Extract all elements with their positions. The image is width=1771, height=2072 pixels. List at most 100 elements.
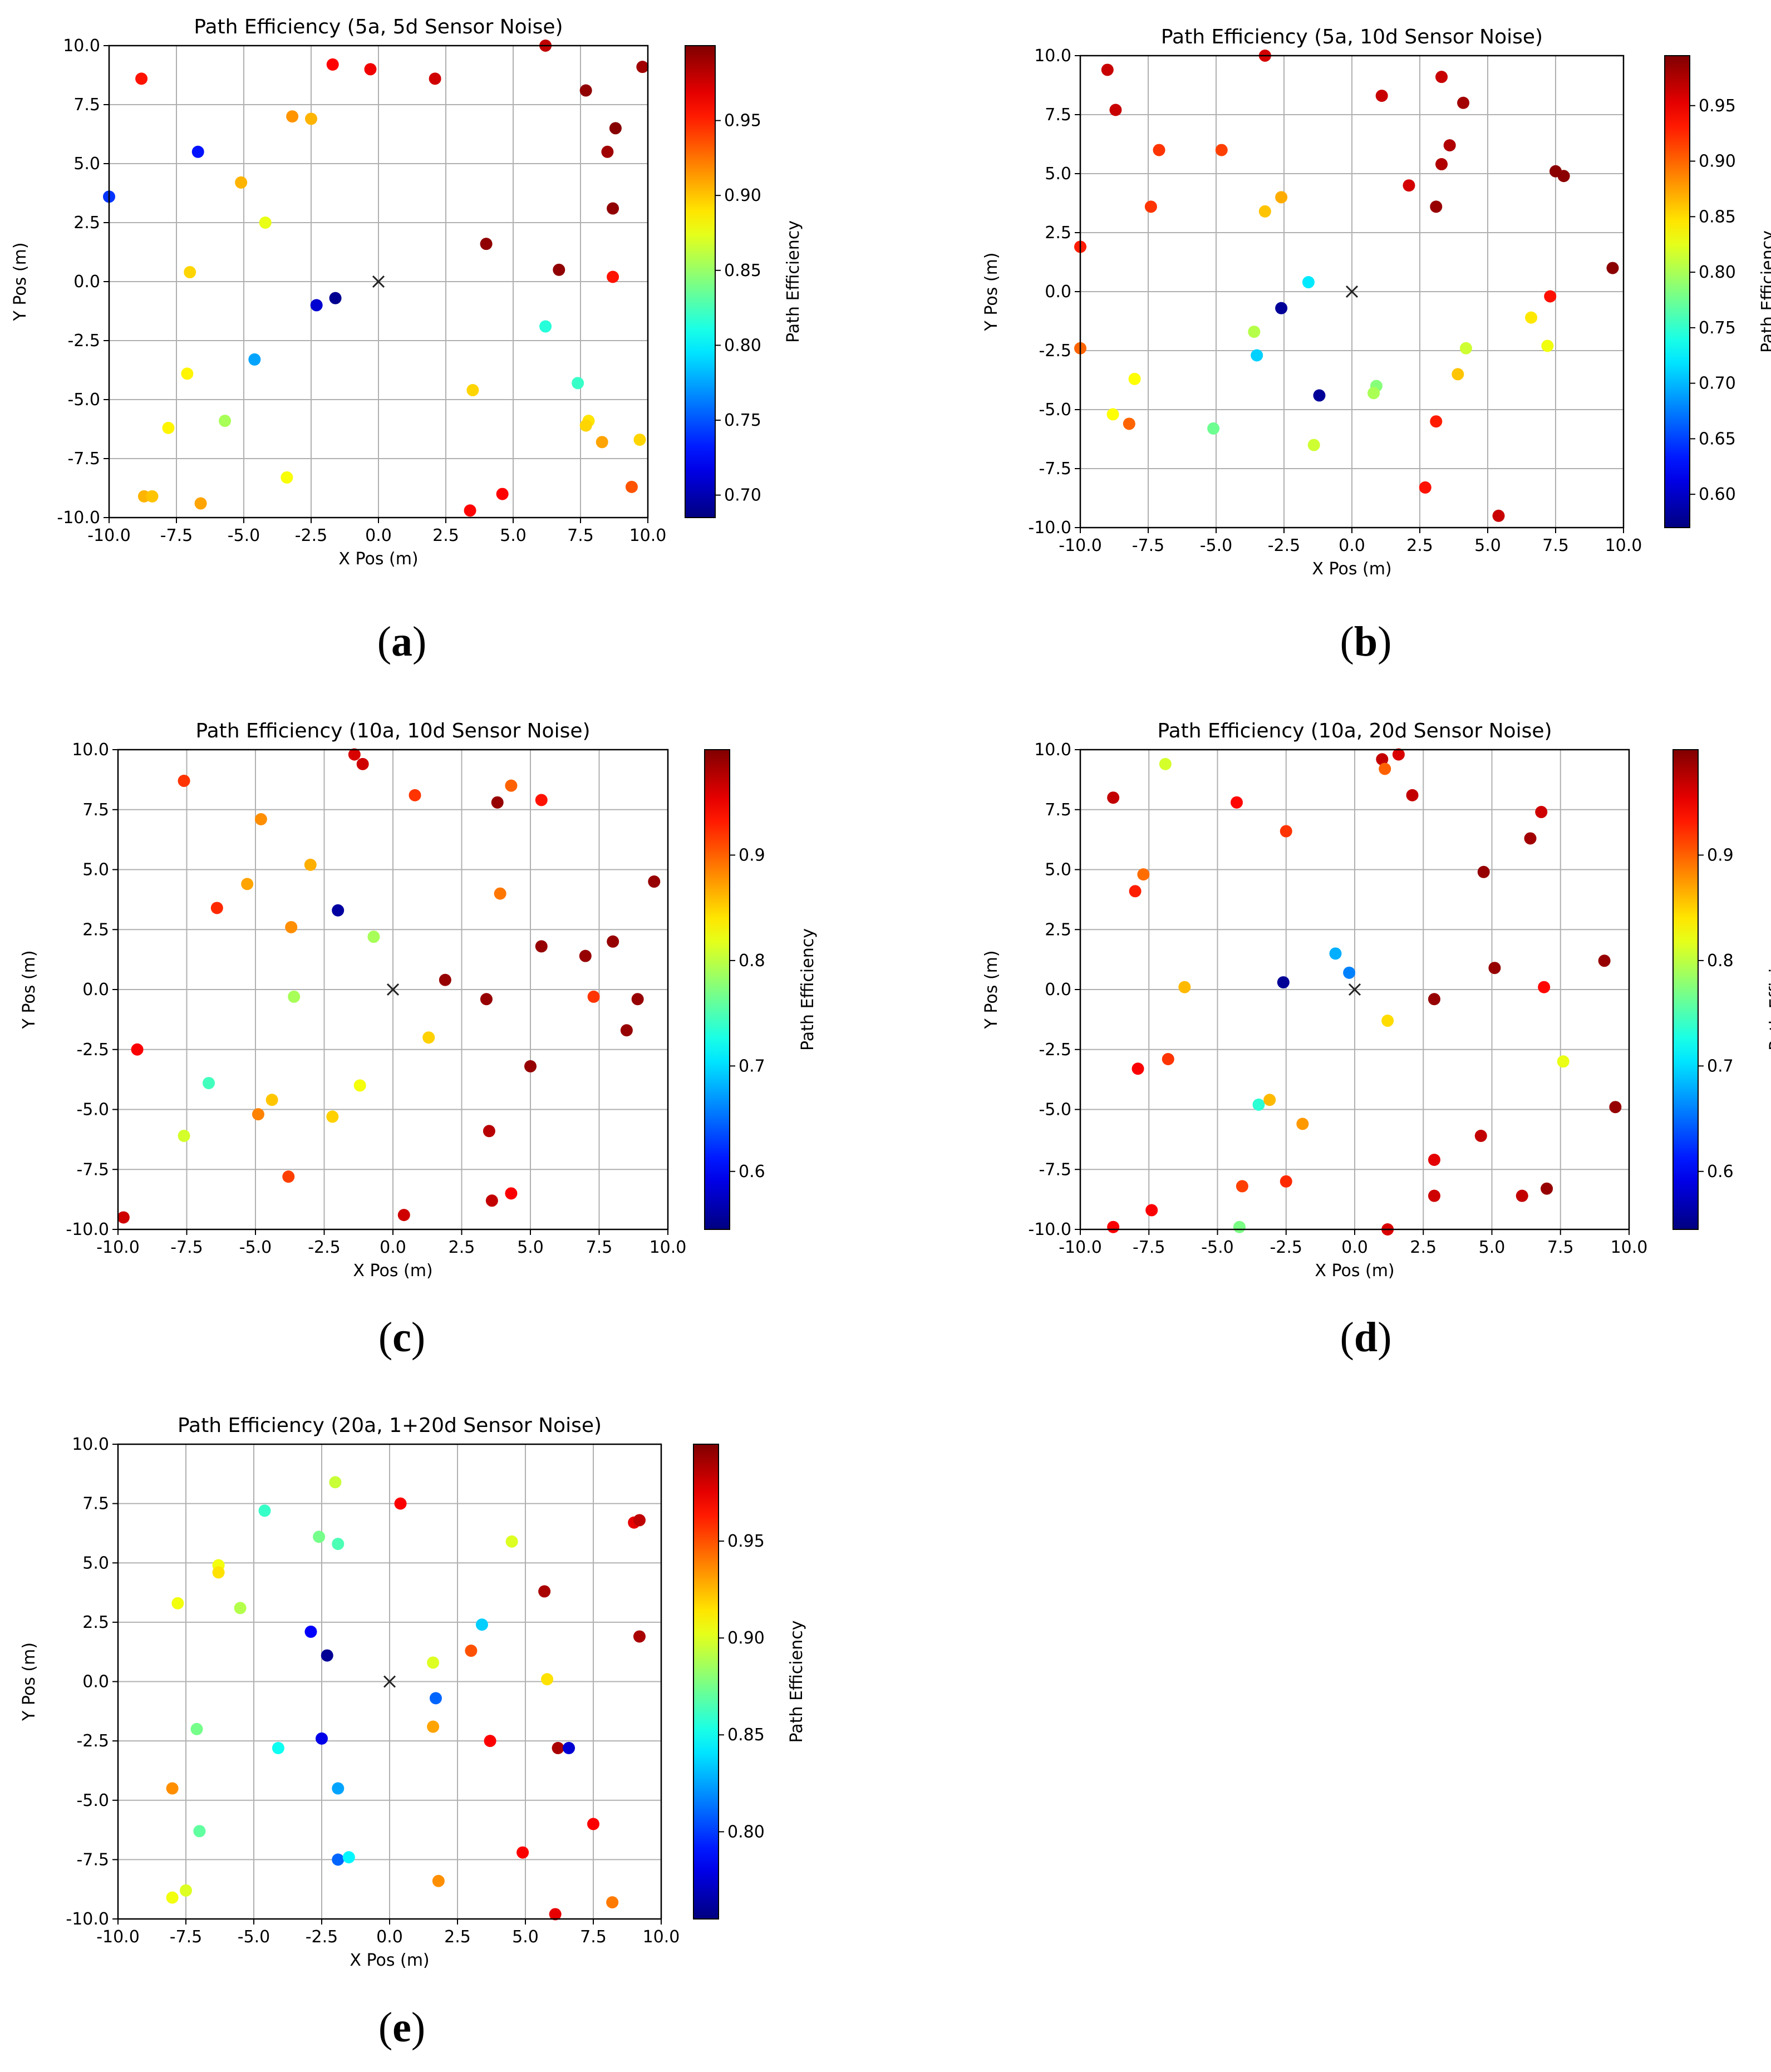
data-point [356, 757, 369, 770]
data-point [1544, 290, 1557, 303]
data-point [252, 1108, 264, 1121]
grid [117, 1444, 662, 1920]
colorbar [1664, 55, 1690, 528]
data-point [180, 1884, 192, 1897]
data-point [1275, 191, 1288, 204]
data-point [117, 1211, 130, 1224]
data-point [601, 145, 614, 158]
x-tick-label: -7.5 [1133, 1238, 1165, 1257]
data-point [1428, 1154, 1440, 1167]
data-point [427, 1720, 440, 1733]
panel-d-chart: -10.0 -7.5 -5.0 -2.5 0.0 2.5 5.0 7.5 10.0 -10.0 -7… [982, 720, 1771, 1281]
data-point [427, 1656, 440, 1669]
data-point [397, 1209, 410, 1222]
data-point [1107, 791, 1120, 804]
x-tick-label: -2.5 [306, 1927, 338, 1947]
data-point [1252, 1098, 1265, 1111]
colorbar [704, 749, 730, 1230]
data-point [281, 471, 293, 484]
y-tick-label: 2.5 [82, 920, 109, 939]
data-point [535, 940, 548, 953]
data-point [181, 367, 194, 380]
x-tick-label: 7.5 [1547, 1238, 1574, 1257]
data-point [367, 931, 380, 943]
data-point [394, 1497, 407, 1510]
data-point [326, 58, 339, 71]
data-point [505, 1187, 518, 1200]
data-point [1296, 1118, 1309, 1130]
data-point [475, 1618, 488, 1631]
y-tick-label: -7.5 [67, 449, 100, 469]
x-tick-label: 0.0 [365, 526, 392, 545]
data-point [1477, 865, 1490, 878]
data-point [1343, 966, 1356, 979]
colorbar-tick-label: 0.75 [724, 411, 761, 430]
data-point [636, 61, 649, 73]
y-tick-label: 0.0 [73, 272, 100, 292]
chart-title: Path Efficiency (10a, 10d Sensor Noise) [195, 720, 590, 742]
data-point [579, 949, 592, 962]
data-point [203, 1077, 215, 1090]
x-tick-label: 0.0 [380, 1238, 406, 1257]
chart-title: Path Efficiency (5a, 5d Sensor Noise) [194, 16, 563, 38]
colorbar-tick-label: 0.80 [1699, 263, 1736, 282]
x-tick-label: -2.5 [1268, 536, 1301, 555]
data-point [131, 1043, 144, 1056]
y-tick-label: -2.5 [1039, 1040, 1071, 1060]
y-tick-label: -7.5 [76, 1850, 109, 1869]
y-tick-label: -5.0 [76, 1791, 109, 1810]
panel-b-caption: (b) [1340, 618, 1392, 665]
colorbar-tick-label: 0.9 [1707, 845, 1734, 865]
colorbar-label: Path Efficiency [1767, 928, 1771, 1051]
y-axis-label: Y Pos (m) [982, 252, 1001, 331]
origin-marker [372, 275, 385, 288]
data-point [191, 145, 204, 158]
data-point [310, 299, 323, 312]
colorbar [685, 45, 716, 518]
x-tick-label: 5.0 [517, 1238, 544, 1257]
data-point [272, 1741, 284, 1754]
chart-title: Path Efficiency (5a, 10d Sensor Noise) [1161, 26, 1543, 48]
colorbar-tick-label: 0.70 [1699, 374, 1736, 393]
data-point [348, 748, 361, 761]
origin-marker [1348, 983, 1361, 996]
x-tick-label: 10.0 [1611, 1238, 1648, 1257]
y-tick-label: 7.5 [82, 1494, 109, 1514]
data-point [633, 1630, 646, 1643]
y-tick-label: 5.0 [1045, 860, 1071, 880]
data-point [326, 1110, 339, 1123]
data-point [1251, 349, 1263, 362]
data-point [353, 1079, 366, 1092]
data-point [549, 1908, 562, 1921]
x-tick-label: 2.5 [1406, 536, 1433, 555]
data-point [1606, 262, 1619, 274]
panel-c-chart: -10.0 -7.5 -5.0 -2.5 0.0 2.5 5.0 7.5 10.0 -10.0 -7… [19, 720, 818, 1281]
data-point [1231, 796, 1243, 809]
axes-frame [117, 749, 669, 1231]
data-point [587, 1818, 599, 1830]
data-point [304, 1625, 317, 1638]
x-tick-label: 10.0 [650, 1238, 687, 1257]
y-tick-label: 0.0 [1045, 282, 1071, 302]
y-tick-label: 0.0 [82, 980, 109, 1000]
x-tick-label: 2.5 [1410, 1238, 1437, 1257]
data-point [1153, 144, 1165, 156]
y-tick-label: 0.0 [1045, 980, 1071, 1000]
x-tick-label: 0.0 [1339, 536, 1365, 555]
data-point [329, 1476, 342, 1489]
y-tick-label: 7.5 [73, 95, 100, 115]
data-point [505, 1535, 518, 1548]
data-point [422, 1031, 435, 1044]
data-point [485, 1194, 498, 1207]
data-point [539, 320, 552, 333]
x-tick-label: 10.0 [643, 1927, 680, 1947]
x-tick-label: -10.0 [1059, 536, 1102, 555]
data-point [1258, 205, 1271, 218]
data-point [235, 176, 248, 189]
data-point [535, 794, 548, 806]
data-point [332, 904, 345, 917]
data-point [466, 384, 479, 397]
x-tick-label: -7.5 [160, 526, 193, 545]
x-tick-label: 7.5 [1542, 536, 1569, 555]
data-point [1263, 1094, 1276, 1106]
